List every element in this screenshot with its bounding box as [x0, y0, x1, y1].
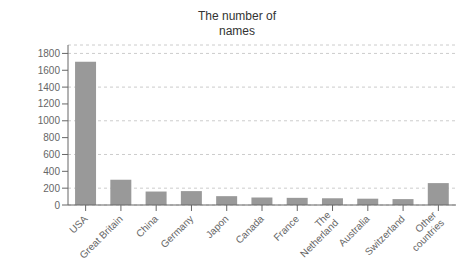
svg-text:Japon: Japon [204, 213, 231, 240]
svg-text:Canada: Canada [233, 213, 266, 246]
svg-text:Australia: Australia [336, 213, 372, 249]
svg-text:0: 0 [54, 200, 60, 211]
svg-text:TheNetherland: TheNetherland [290, 209, 340, 259]
svg-text:400: 400 [43, 166, 60, 177]
svg-text:600: 600 [43, 149, 60, 160]
svg-text:France: France [271, 213, 301, 243]
html-text:The number of: The number of [198, 9, 276, 23]
svg-text:Germany: Germany [158, 213, 195, 250]
svg-text:Othercountries: Othercountries [402, 209, 447, 254]
html-text:names: names [219, 24, 255, 38]
svg-text:Great Britain: Great Britain [77, 213, 124, 260]
svg-text:USA: USA [67, 213, 90, 236]
svg-text:China: China [134, 213, 161, 240]
svg-text:200: 200 [43, 183, 60, 194]
svg-text:1400: 1400 [38, 82, 61, 93]
svg-text:Switzerland: Switzerland [363, 213, 407, 257]
svg-text:1200: 1200 [38, 98, 61, 109]
svg-text:800: 800 [43, 132, 60, 143]
svg-text:1000: 1000 [38, 115, 61, 126]
svg-text:1600: 1600 [38, 65, 61, 76]
svg-text:1800: 1800 [38, 48, 61, 59]
